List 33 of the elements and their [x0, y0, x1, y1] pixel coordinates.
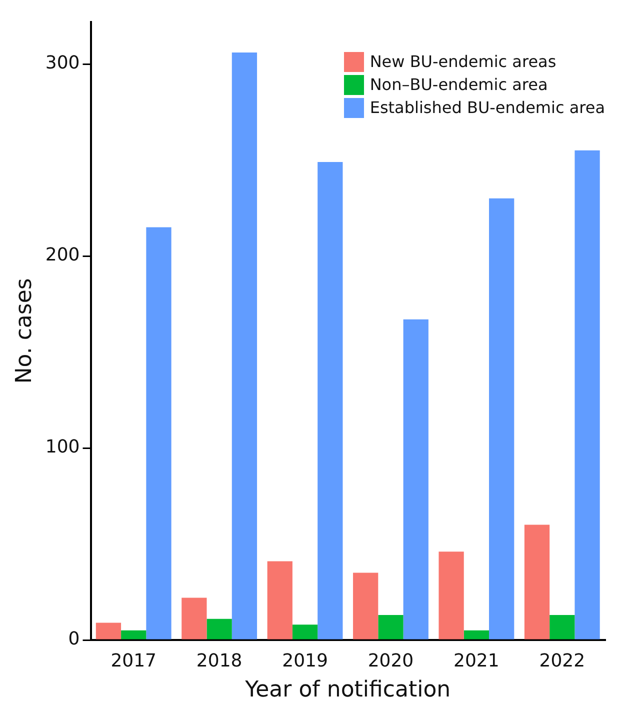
bar — [550, 615, 575, 640]
bar — [96, 622, 122, 640]
bar — [121, 630, 146, 640]
y-tick-label: 300 — [45, 52, 80, 74]
x-tick-label: 2017 — [110, 650, 157, 672]
x-tick-label: 2022 — [539, 650, 586, 672]
x-tick-label: 2018 — [196, 650, 242, 672]
legend-label: New BU-endemic areas — [370, 51, 556, 73]
bar — [292, 624, 318, 640]
x-tick-label: 2021 — [454, 650, 500, 672]
bar — [524, 524, 550, 640]
bar — [206, 618, 232, 640]
bar — [438, 552, 464, 640]
y-tick-label: 100 — [45, 436, 80, 458]
bar — [318, 162, 343, 640]
bar — [353, 572, 378, 640]
y-axis-title: No. cases — [12, 278, 37, 384]
legend-label: Established BU-endemic area — [370, 97, 605, 119]
x-axis-title: Year of notification — [244, 678, 451, 703]
bar — [232, 52, 258, 640]
x-tick-label: 2020 — [368, 650, 414, 672]
bar — [403, 319, 428, 640]
x-tick-label: 2019 — [282, 650, 328, 672]
legend-label: Non–BU-endemic area — [370, 74, 548, 96]
bar — [182, 598, 207, 640]
y-tick-label: 0 — [68, 628, 80, 650]
bar — [378, 615, 404, 640]
bar — [464, 630, 490, 640]
bar — [146, 227, 172, 640]
bar — [489, 198, 514, 640]
y-tick-label: 200 — [45, 244, 80, 266]
bar — [574, 150, 600, 640]
bar — [267, 561, 292, 640]
